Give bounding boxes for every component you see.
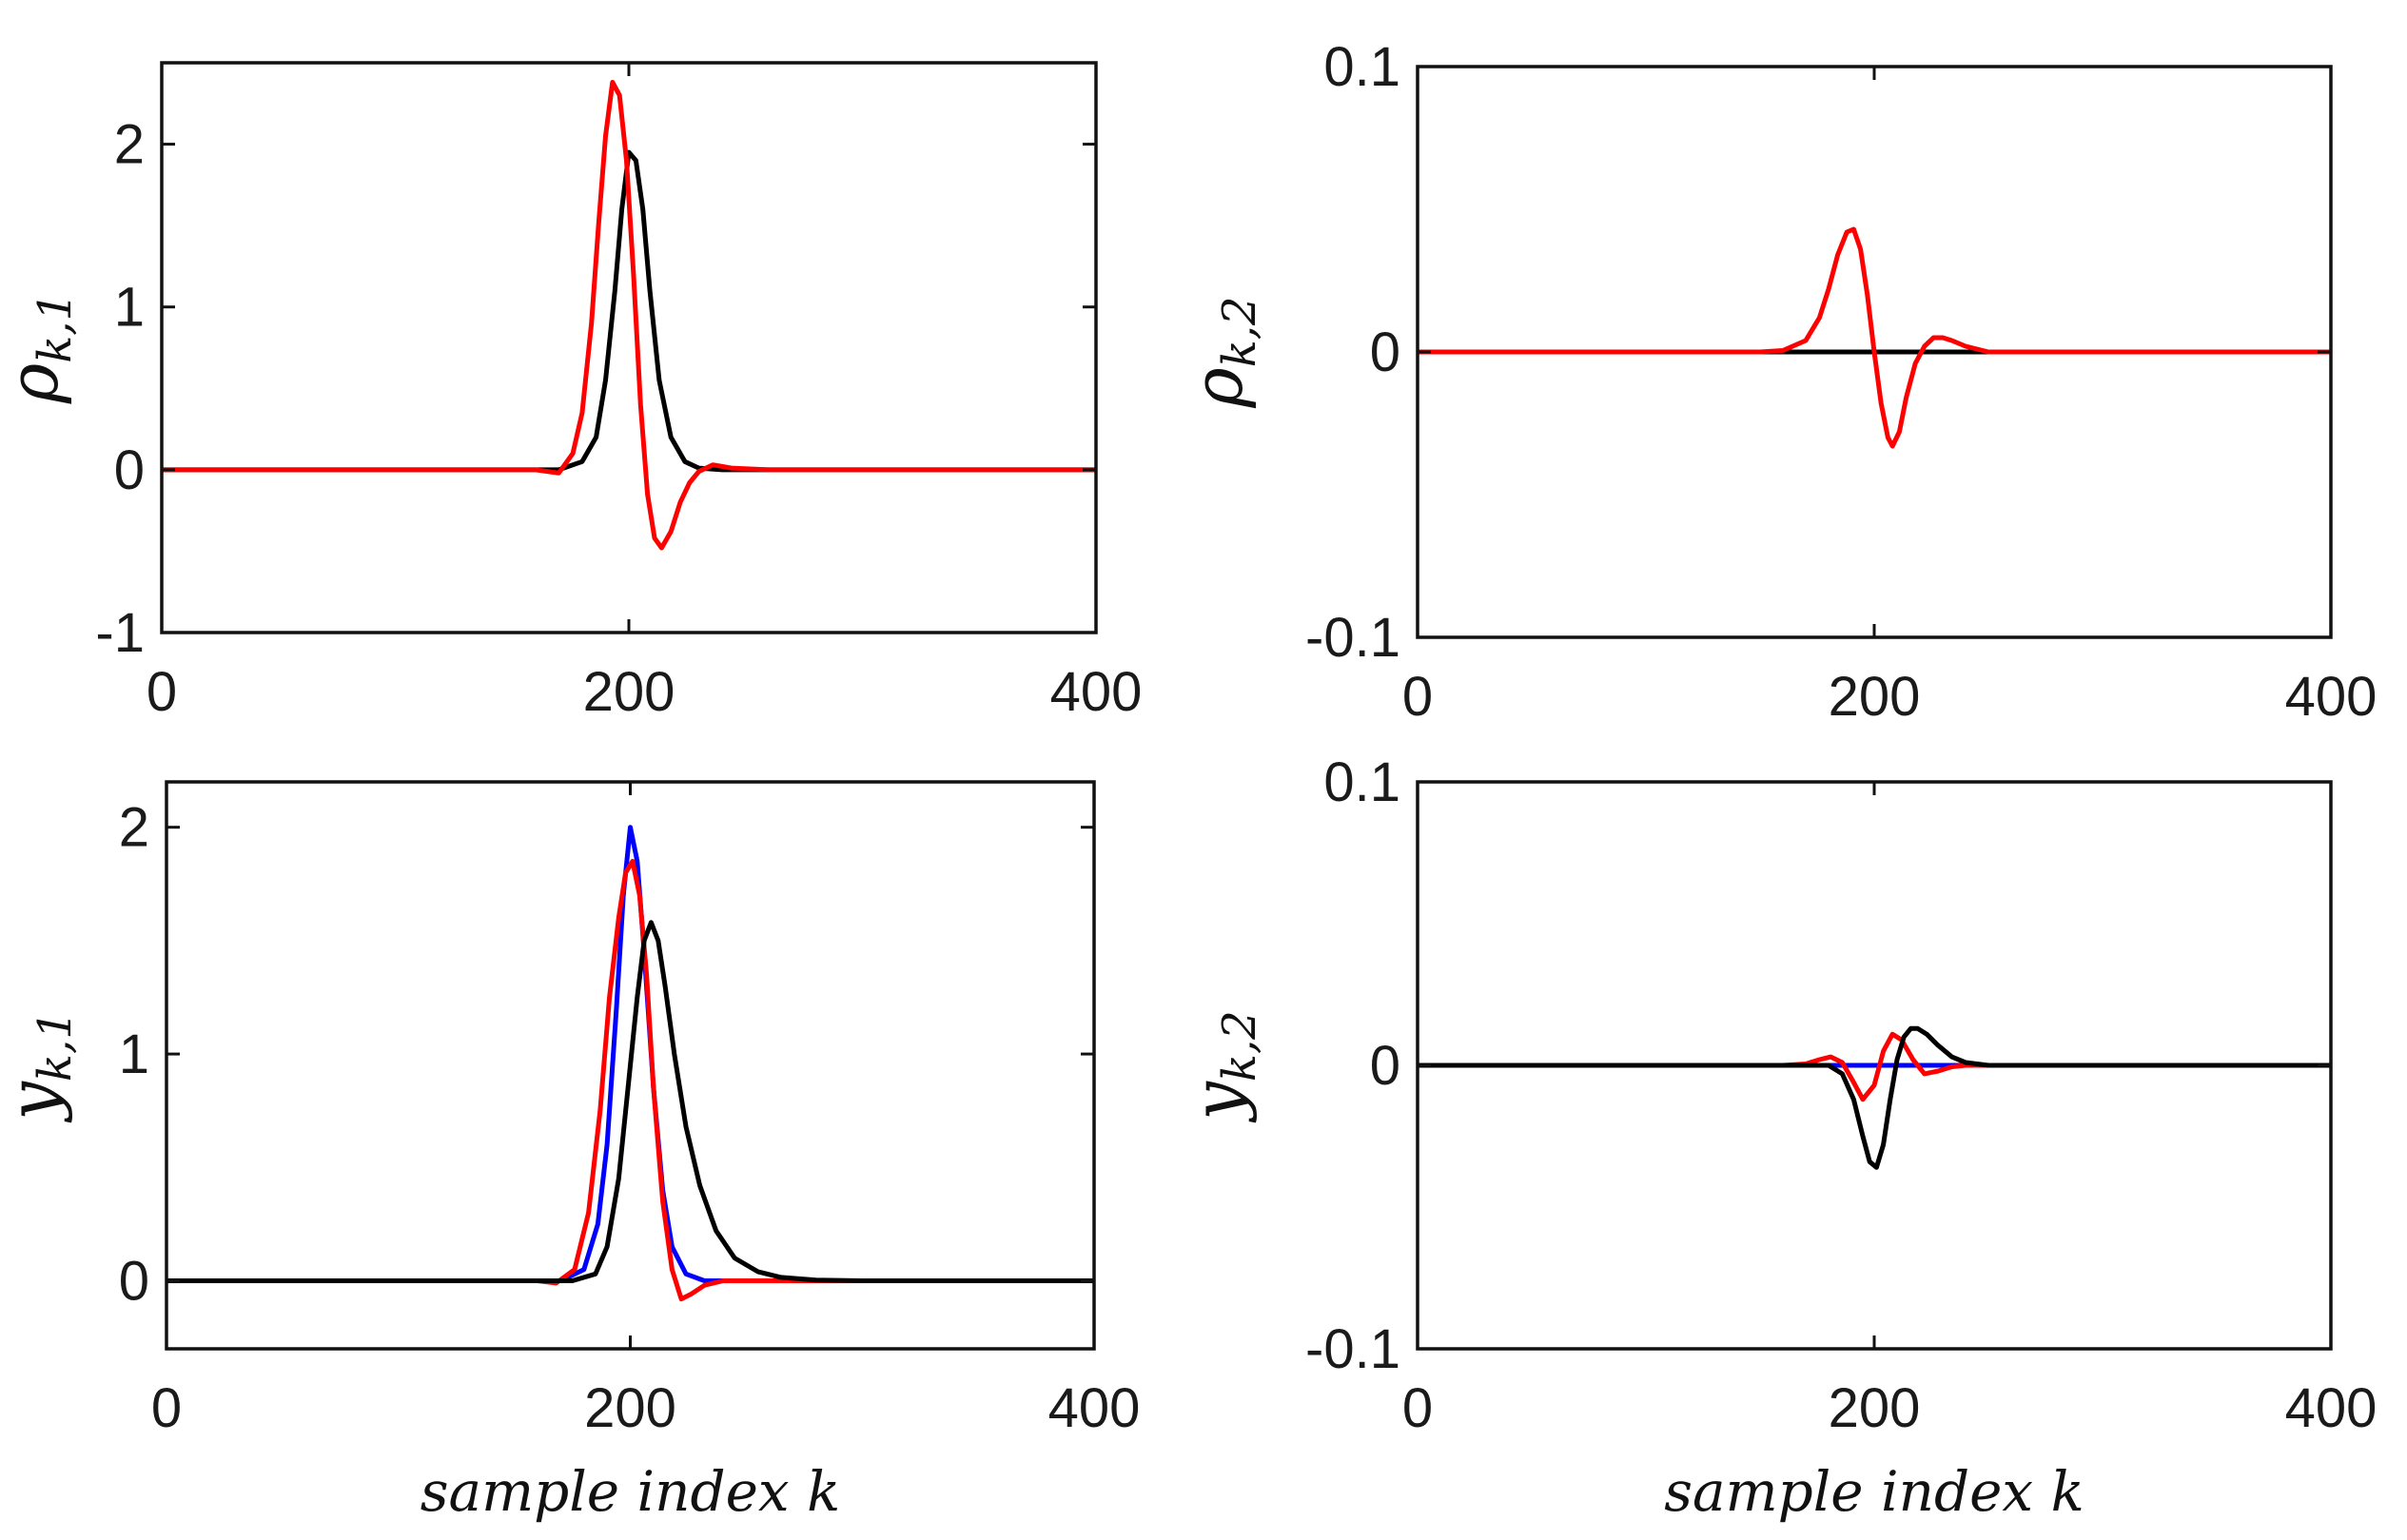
subplot-y-k1: 0 200 400 0 1 2 yk,1 sample index k [0,780,1141,1524]
y-axis-label: ρk,1 [0,292,82,404]
y-axis-label: ρk,2 [1178,296,1266,408]
x-tick-label: 200 [1829,1377,1921,1439]
x-tick-label: 200 [584,1377,676,1439]
x-tick-label: 0 [151,1377,182,1439]
subplot-rho-k2: 0 200 400-0.100.1ρk,2 [1178,36,2377,728]
series-line-red [166,858,1094,1302]
y-axis-label: yk,2 [1178,1010,1266,1123]
y-tick-label: 0 [119,1250,149,1312]
x-tick-label: 200 [583,661,675,723]
x-tick-label: 0 [1402,1377,1433,1439]
y-tick-label: -1 [95,602,145,664]
y-tick-label: 1 [119,1023,149,1085]
x-axis-label: sample index k [421,1459,840,1524]
series-line-red [1418,226,2331,449]
series-line-blue [166,825,1094,1283]
x-axis-label: sample index k [1664,1459,2084,1524]
series-line-black [1418,1025,2331,1170]
y-tick-label: -0.1 [1305,607,1400,669]
series-group [162,80,1096,551]
x-tick-label: 400 [1048,1377,1141,1439]
y-tick-label: 0 [1370,322,1400,383]
y-tick-label: 0 [1370,1035,1400,1097]
y-tick-label: -0.1 [1305,1318,1400,1380]
series-group [1418,226,2331,449]
series-line-red [1418,1031,2331,1102]
series-group [1418,1025,2331,1170]
y-tick-label: 1 [114,277,145,339]
series-line-black [162,149,1096,473]
y-tick-label: 2 [114,114,145,176]
series-line-black [166,920,1094,1283]
y-tick-label: 0.1 [1323,751,1400,813]
x-tick-label: 0 [147,661,177,723]
axes-box [160,61,1098,634]
series-group [166,825,1094,1302]
y-tick-label: 2 [119,797,149,859]
x-tick-label: 400 [1050,661,1143,723]
y-axis-label: yk,1 [0,1010,82,1123]
y-tick-label: 0.1 [1323,36,1400,98]
x-tick-label: 200 [1829,666,1921,728]
series-line-red [162,80,1096,551]
x-tick-label: 400 [2285,666,2378,728]
x-tick-label: 400 [2285,1377,2378,1439]
x-tick-label: 0 [1402,666,1433,728]
y-tick-label: 0 [114,439,145,501]
